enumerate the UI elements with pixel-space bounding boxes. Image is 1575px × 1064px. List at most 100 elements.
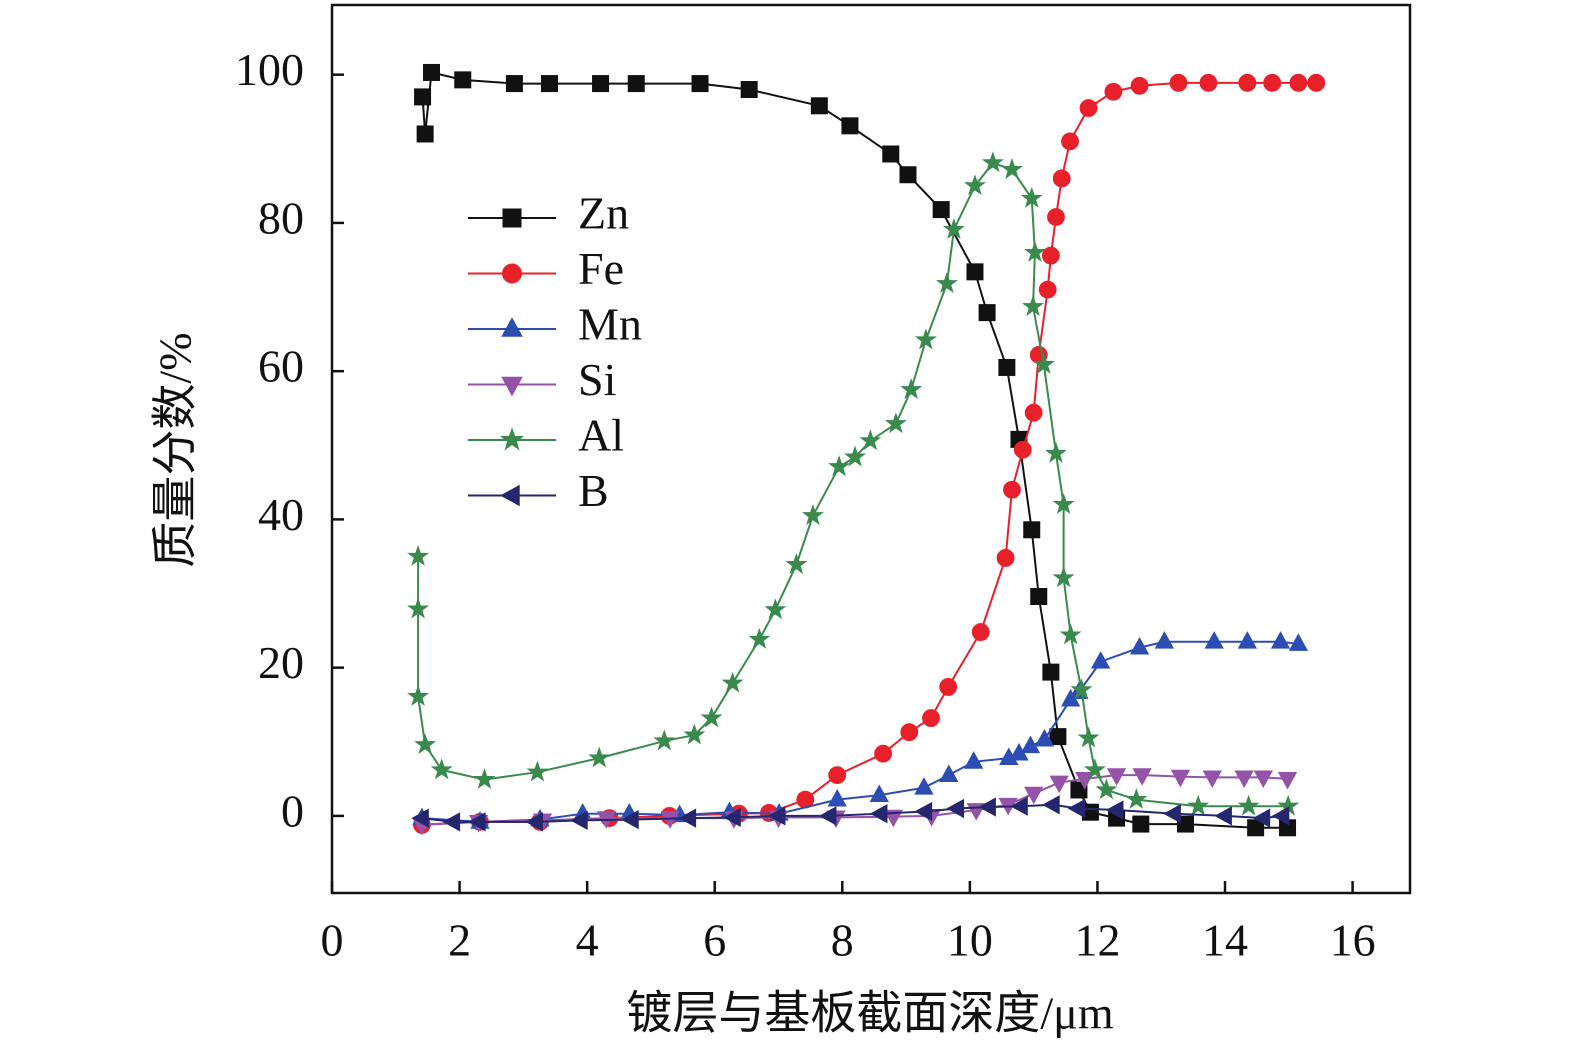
marker [844,445,867,467]
marker [1020,735,1041,754]
marker [1187,794,1210,816]
legend-label: Al [578,410,624,461]
marker [1129,637,1150,655]
marker [473,768,496,789]
marker [1052,566,1075,588]
marker [414,733,437,755]
marker [1106,768,1127,786]
marker [1049,728,1067,746]
marker [653,729,676,751]
series-line [421,81,1317,826]
marker [407,597,430,619]
marker [785,553,808,574]
marker [683,723,706,745]
marker [621,809,639,830]
x-tick-label: 8 [831,915,854,966]
x-tick-label: 14 [1202,915,1248,966]
legend-marker [500,484,520,507]
marker [740,81,758,99]
x-tick-label: 16 [1330,915,1376,966]
marker [1024,786,1044,805]
marker [416,125,434,143]
y-axis-title: 质量分数/% [150,332,201,567]
marker [430,758,453,780]
marker [966,263,984,281]
marker [1070,678,1093,700]
marker [964,174,986,196]
marker [1199,73,1218,92]
series-line [421,640,1299,823]
marker [1238,73,1257,92]
marker [541,75,559,93]
marker [1010,796,1028,816]
marker [1271,806,1290,826]
marker [1237,631,1257,649]
marker [1032,352,1055,374]
legend-label: Zn [578,188,629,239]
legend-marker [499,427,525,451]
marker [939,764,959,783]
series-line [417,161,1289,808]
marker [700,706,723,728]
legend-label: Si [578,354,616,405]
marker [678,808,697,828]
marker [1176,815,1194,833]
marker [1034,728,1055,747]
marker [407,544,430,566]
marker [1047,208,1065,226]
marker [1263,73,1282,92]
series-line [421,803,1283,823]
marker [1277,771,1298,790]
marker [1214,806,1232,826]
marker [1095,778,1118,800]
y-tick-label: 0 [281,785,304,836]
marker [1003,480,1021,499]
marker [935,272,958,294]
marker [1079,99,1098,117]
x-tick-label: 12 [1074,915,1120,966]
marker [1013,440,1032,459]
marker [525,812,544,832]
marker [828,455,851,477]
marker [1052,169,1071,188]
marker [818,806,837,826]
marker [971,623,990,641]
marker [526,760,549,782]
x-tick-label: 4 [576,915,599,966]
marker [748,627,771,649]
y-tick-label: 40 [258,489,304,540]
marker [1252,808,1271,828]
marker [414,88,432,106]
marker [1083,758,1106,780]
marker [841,117,859,135]
marker [1125,788,1148,809]
marker [978,797,996,817]
marker [801,504,824,526]
marker [691,75,709,93]
marker [764,598,787,620]
y-tick-label: 20 [258,637,304,688]
marker [1253,770,1273,789]
legend-marker [502,263,522,284]
marker [1042,663,1060,681]
marker [1154,631,1175,649]
marker [721,671,744,693]
marker [1288,633,1309,651]
marker [828,766,847,785]
marker [442,812,461,832]
marker [1024,403,1043,422]
x-axis-title: 镀层与基板截面深度/μm [626,988,1113,1039]
marker [1289,73,1308,92]
marker [1234,770,1254,789]
x-tick-label: 0 [321,915,344,966]
marker [922,709,940,727]
marker [939,678,958,696]
marker [570,810,588,831]
marker [723,807,741,828]
marker [1059,623,1082,645]
legend-label: Fe [578,243,624,294]
marker [914,801,933,822]
marker [1132,815,1150,833]
marker [900,723,919,742]
